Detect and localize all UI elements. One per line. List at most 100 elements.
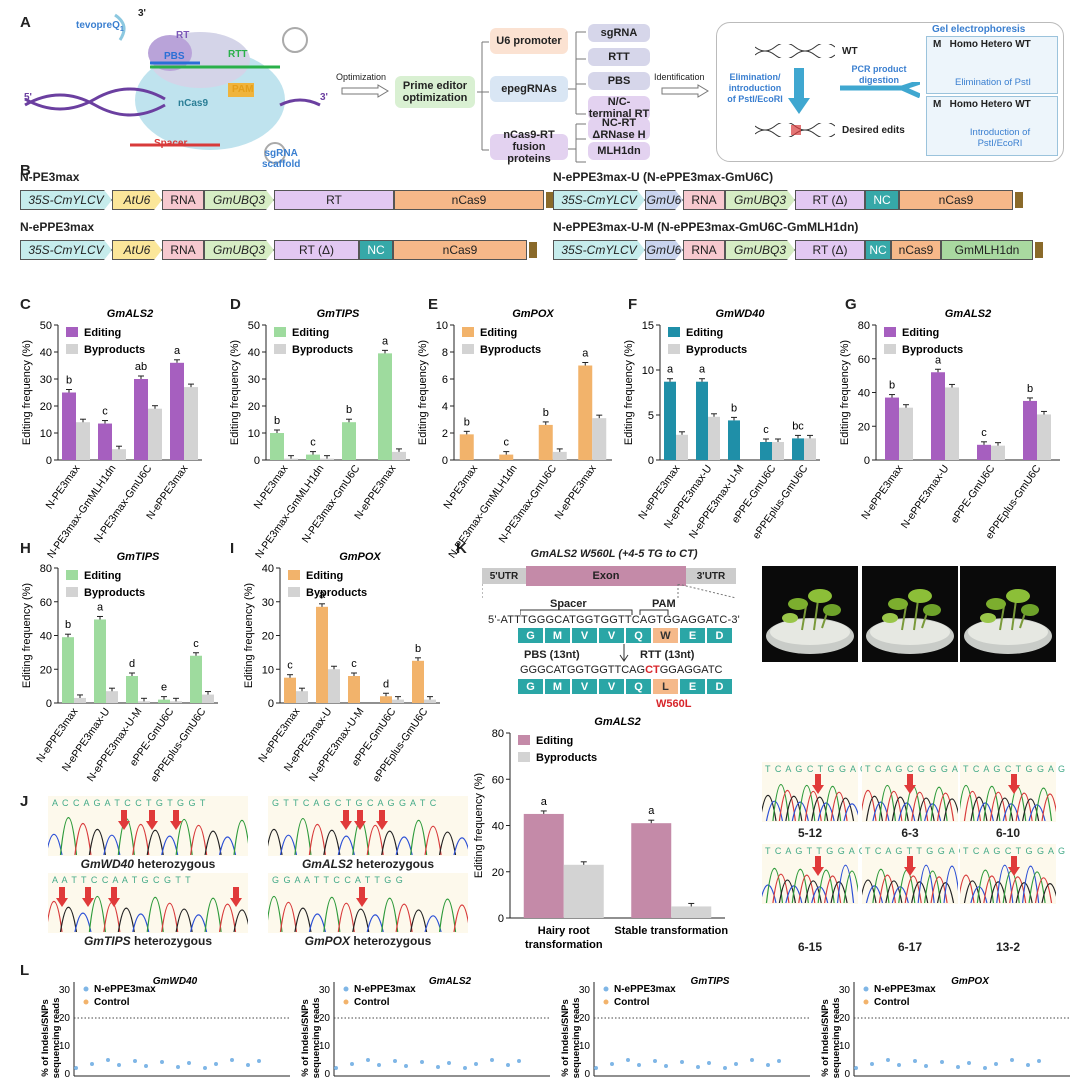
- legend-dot: [83, 986, 89, 992]
- offtarget-plot: GmALS2 % of Indels/SNPs sequencing reads…: [300, 972, 550, 1080]
- significance-letter: b: [66, 375, 72, 387]
- gel-header: M Homo Hetero WT: [933, 39, 1031, 50]
- offtarget-ylabel: sequencing reads: [571, 998, 582, 1078]
- read-dot: [750, 1058, 754, 1062]
- read-dot: [90, 1062, 94, 1066]
- panel-label-e: E: [428, 296, 439, 313]
- amino-acid: M: [545, 628, 570, 643]
- bar: [94, 619, 106, 703]
- read-dot: [1026, 1063, 1030, 1067]
- mutation-arrow-icon: [108, 887, 120, 912]
- significance-letter: a: [935, 354, 942, 366]
- read-dot: [334, 1066, 338, 1070]
- mlh1dn-box: MLH1dn: [588, 142, 650, 160]
- panel-label-l: L: [20, 962, 30, 979]
- chart-title: GmWD40: [716, 308, 766, 320]
- mutation-arrow-icon: [354, 810, 366, 835]
- bar: [523, 813, 564, 918]
- chromatogram-label: GmALS2 heterozygous: [301, 857, 435, 871]
- k-utr5: 5'UTR: [482, 568, 526, 584]
- y-tick-label: 10: [40, 428, 52, 440]
- bar: [106, 691, 118, 703]
- legend-dot: [863, 999, 869, 1005]
- amino-acid: V: [599, 628, 624, 643]
- y-tick-label: 80: [858, 320, 870, 332]
- chart-title: GmALS2: [107, 308, 153, 320]
- read-dot: [246, 1063, 250, 1067]
- y-tick-label: 40: [858, 388, 870, 400]
- bar: [424, 699, 436, 703]
- terminator-block: [1035, 242, 1043, 258]
- three-prime-right: 3': [320, 92, 328, 103]
- gel-title: Gel electrophoresis: [932, 24, 1026, 35]
- x-tick-label: N-ePPE3max: [859, 462, 906, 522]
- read-dot: [653, 1059, 657, 1063]
- chromatogram-sequence: A C C A G A T C C T G T G G T: [52, 798, 207, 808]
- legend-swatch: [66, 570, 78, 580]
- construct-part: RT (Δ): [795, 240, 865, 260]
- legend-swatch: [884, 327, 896, 337]
- arrow-down-icon: [788, 68, 810, 114]
- mutation-arrow-icon: [376, 810, 388, 835]
- amino-acid: G: [518, 628, 543, 643]
- offtarget-ylabel: sequencing reads: [311, 998, 322, 1078]
- bar: [62, 637, 74, 703]
- line-label: 13-2: [995, 940, 1021, 954]
- rtt-box: RTT: [588, 48, 650, 66]
- offtarget-plot: GmPOX % of Indels/SNPs sequencing reads …: [820, 972, 1070, 1080]
- y-tick-label: 80: [492, 728, 504, 740]
- wt-label: WT: [842, 46, 858, 57]
- chart-title: GmPOX: [339, 551, 381, 563]
- read-dot: [637, 1063, 641, 1067]
- legend-label: Byproducts: [84, 587, 145, 599]
- epegrnas-box: epegRNAs: [490, 76, 568, 102]
- y-tick-label: 50: [248, 320, 260, 332]
- terminator-block: [546, 192, 554, 208]
- edited-dna-icon: [755, 123, 835, 137]
- read-dot: [377, 1063, 381, 1067]
- y-tick-label: 20: [579, 1013, 591, 1024]
- x-tick-label: ePPE-GmU6C: [948, 462, 997, 525]
- sgrna-scaffold-label: sgRNA scaffold: [262, 148, 301, 170]
- significance-letter: a: [667, 364, 674, 376]
- y-tick-label: 60: [492, 774, 504, 786]
- y-tick-label: 5: [648, 410, 654, 422]
- legend-swatch: [518, 752, 530, 762]
- y-tick-label: 20: [858, 421, 870, 433]
- significance-letter: c: [193, 638, 199, 650]
- y-tick-label: 0: [584, 1069, 590, 1078]
- legend-label: N-ePPE3max: [614, 984, 676, 995]
- read-dot: [870, 1062, 874, 1066]
- offtarget-title: GmTIPS: [691, 976, 730, 987]
- amino-acid: L: [653, 679, 678, 694]
- bar: [138, 701, 150, 703]
- prime-editor-schematic: [24, 13, 321, 164]
- mutation-arrow-icon: [1008, 774, 1020, 799]
- bar: [270, 433, 284, 460]
- y-tick-label: 30: [262, 597, 274, 609]
- mutation-arrow-icon: [146, 810, 158, 835]
- read-dot: [144, 1064, 148, 1068]
- offtarget-title: GmWD40: [153, 976, 198, 987]
- x-tick-label: N-ePPE3max: [552, 462, 599, 522]
- y-tick-label: 40: [248, 347, 260, 359]
- panel-label-h: H: [20, 540, 31, 557]
- read-dot: [350, 1062, 354, 1066]
- bar: [170, 362, 184, 460]
- y-tick-label: 10: [436, 320, 448, 332]
- chromatogram-trace: [265, 818, 471, 856]
- k-spacer-label: Spacer: [550, 598, 587, 610]
- read-dot: [983, 1066, 987, 1070]
- legend-label: Byproducts: [902, 344, 963, 356]
- k-pbs-label: PBS (13nt): [524, 649, 580, 661]
- y-tick-label: 10: [839, 1041, 851, 1052]
- read-dot: [777, 1059, 781, 1063]
- bar: [792, 438, 804, 460]
- k-title: GmALS2 W560L (+4-5 TG to CT): [530, 548, 698, 560]
- read-dot: [436, 1065, 440, 1069]
- bar: [158, 699, 170, 703]
- legend-label: Control: [354, 997, 390, 1008]
- y-tick-label: 40: [40, 347, 52, 359]
- y-tick-label: 0: [844, 1069, 850, 1078]
- mutation-arrow-icon: [82, 887, 94, 912]
